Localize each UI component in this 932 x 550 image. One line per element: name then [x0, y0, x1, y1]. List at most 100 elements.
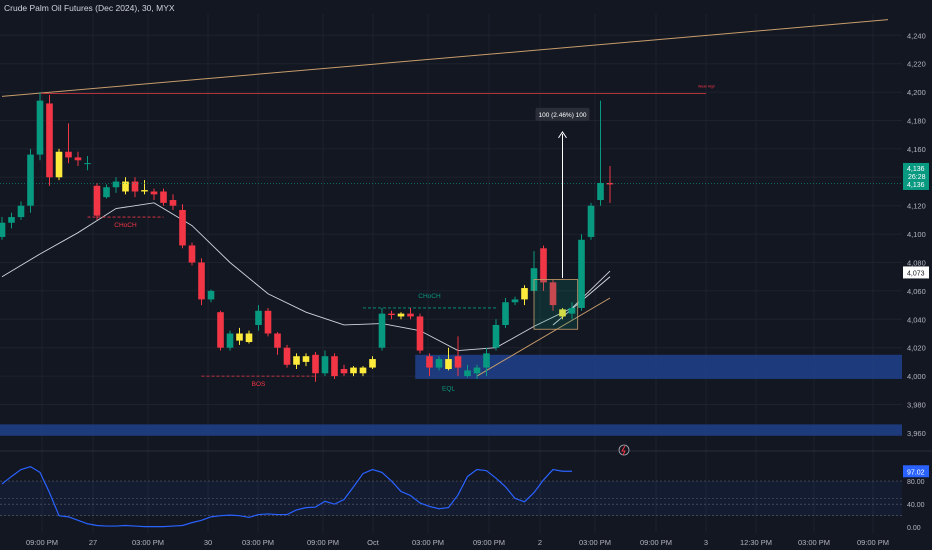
- candle[interactable]: [511, 299, 519, 303]
- candle[interactable]: [17, 205, 25, 218]
- candle[interactable]: [0, 222, 6, 237]
- candle[interactable]: [388, 313, 395, 316]
- grid: [0, 14, 902, 533]
- candle[interactable]: [169, 200, 177, 206]
- candle[interactable]: [549, 282, 557, 306]
- rsi-value-label: 97.02: [907, 469, 925, 476]
- candle[interactable]: [559, 309, 566, 317]
- candle[interactable]: [65, 151, 72, 158]
- rsi-panel: [0, 466, 902, 528]
- structure-label-choch_left: CHoCH: [114, 222, 137, 229]
- candle[interactable]: [473, 367, 481, 374]
- candle[interactable]: [179, 209, 186, 246]
- rsi-line[interactable]: [1, 466, 572, 528]
- candle[interactable]: [502, 302, 509, 325]
- candle[interactable]: [416, 316, 424, 351]
- time-tick-label: 03:00 PM: [798, 538, 830, 547]
- ma-value-label: 4,073: [907, 270, 925, 277]
- chart-title: Crude Palm Oil Futures (Dec 2024), 30, M…: [4, 3, 175, 13]
- measure-label-box: [535, 107, 590, 121]
- candle[interactable]: [587, 205, 595, 237]
- moving-average-line[interactable]: [1, 202, 611, 351]
- candle[interactable]: [36, 100, 44, 155]
- candle[interactable]: [217, 312, 224, 348]
- candle[interactable]: [112, 181, 120, 188]
- marker-price-label: 4,136: [907, 182, 925, 189]
- candle[interactable]: [84, 163, 91, 165]
- countdown-label: 26:28: [908, 174, 926, 181]
- structure-label-bos: BOS: [252, 381, 266, 388]
- lightning-icon[interactable]: [618, 444, 630, 456]
- candle[interactable]: [464, 370, 471, 377]
- candle[interactable]: [293, 356, 300, 365]
- candle[interactable]: [445, 359, 452, 369]
- candle[interactable]: [359, 367, 367, 374]
- candle[interactable]: [597, 182, 604, 201]
- candle[interactable]: [302, 356, 310, 362]
- candle[interactable]: [407, 313, 414, 317]
- candle[interactable]: [198, 262, 205, 300]
- candle[interactable]: [540, 248, 547, 283]
- candle[interactable]: [331, 356, 338, 377]
- price-tick-label: 4,020: [907, 344, 926, 353]
- price-tick-label: 4,120: [907, 202, 926, 211]
- candle[interactable]: [188, 245, 196, 263]
- time-tick-label: 2: [538, 538, 542, 547]
- candle[interactable]: [283, 347, 291, 365]
- candle[interactable]: [312, 354, 319, 374]
- price-tick-label: 3,980: [907, 401, 926, 410]
- candle[interactable]: [27, 154, 34, 206]
- overlay: 100 (2.46%) 100: [0, 107, 902, 330]
- rsi-tick-label: 40.00: [907, 502, 925, 509]
- candle[interactable]: [74, 157, 82, 161]
- price-label-box: [903, 162, 929, 190]
- candle[interactable]: [378, 313, 386, 348]
- candle[interactable]: [122, 181, 129, 192]
- candle[interactable]: [236, 333, 243, 341]
- time-tick-label: 09:00 PM: [473, 538, 505, 547]
- measure-box[interactable]: [533, 279, 579, 330]
- candle[interactable]: [207, 290, 215, 300]
- candle[interactable]: [578, 239, 585, 308]
- price-tick-label: 4,240: [907, 31, 926, 40]
- candle[interactable]: [8, 217, 15, 223]
- price-tick-label: 4,100: [907, 230, 926, 239]
- price-tick-label: 4,180: [907, 117, 926, 126]
- candle[interactable]: [103, 187, 110, 198]
- candle[interactable]: [454, 356, 462, 368]
- candle[interactable]: [521, 288, 528, 300]
- candle[interactable]: [46, 103, 53, 178]
- candle[interactable]: [340, 369, 348, 374]
- ma-value-box: [903, 266, 929, 279]
- candle[interactable]: [274, 333, 281, 348]
- candle[interactable]: [264, 310, 272, 334]
- measure-arrow-head: [558, 130, 567, 139]
- candle[interactable]: [369, 359, 376, 368]
- weak-high-label: Weak High: [698, 85, 715, 89]
- candle[interactable]: [141, 190, 148, 192]
- candle[interactable]: [483, 353, 490, 368]
- candle[interactable]: [350, 367, 357, 374]
- candle[interactable]: [93, 185, 101, 216]
- candle[interactable]: [321, 356, 329, 374]
- candle[interactable]: [255, 310, 262, 325]
- time-tick-label: 03:00 PM: [242, 538, 274, 547]
- candle[interactable]: [150, 191, 158, 195]
- candle[interactable]: [131, 181, 139, 192]
- long-trendline[interactable]: [1, 19, 889, 97]
- candles: [0, 92, 614, 382]
- candle[interactable]: [426, 356, 433, 368]
- candle[interactable]: [435, 359, 443, 368]
- candle[interactable]: [245, 333, 253, 343]
- time-tick-label: 30: [204, 538, 212, 547]
- time-tick-label: 27: [89, 538, 97, 547]
- candle[interactable]: [568, 307, 576, 314]
- channel-trendline[interactable]: [476, 297, 611, 377]
- candle[interactable]: [492, 324, 500, 348]
- candle[interactable]: [160, 191, 167, 203]
- candle[interactable]: [226, 333, 234, 348]
- candle[interactable]: [397, 313, 405, 317]
- candle[interactable]: [55, 151, 63, 178]
